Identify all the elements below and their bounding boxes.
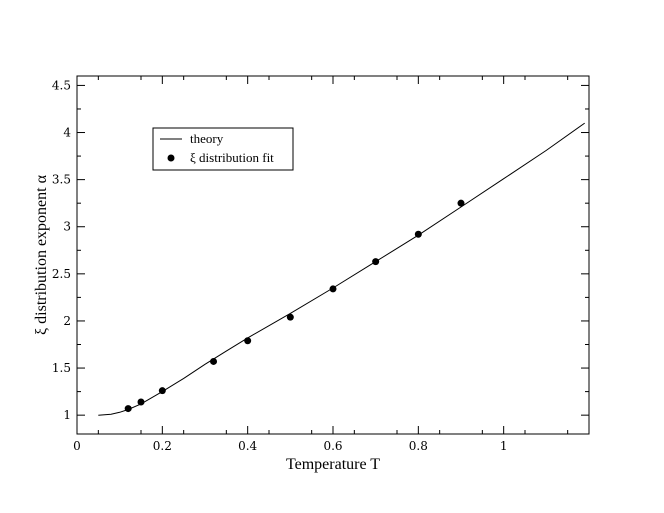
x-tick-label: 1	[500, 439, 508, 453]
fit-point	[137, 398, 145, 406]
legend-fit-label: ξ distribution fit	[190, 150, 274, 165]
legend-fit-swatch	[167, 154, 175, 162]
fit-point	[286, 313, 294, 321]
x-axis-title: Temperature T	[286, 456, 380, 473]
legend: theory ξ distribution fit	[152, 127, 294, 171]
fit-points	[124, 199, 465, 413]
fit-point	[329, 285, 337, 293]
legend-theory-label: theory	[190, 131, 224, 146]
fit-point	[210, 357, 218, 365]
tick-labels: 0 0.2 0.4 0.6 0.8 1 1 1.5 2 2.5 3 3.5 4 4.5	[52, 78, 508, 453]
x-tick-label: 0.2	[153, 439, 172, 453]
x-tick-label: 0	[73, 439, 81, 453]
y-tick-label: 2	[63, 314, 71, 328]
x-tick-label: 0.4	[238, 439, 257, 453]
fit-point	[158, 387, 166, 395]
y-axis-title: ξ distribution exponent α	[33, 174, 50, 335]
fit-point	[124, 405, 132, 413]
axis-ticks	[76, 76, 589, 434]
x-tick-label: 0.8	[409, 439, 428, 453]
y-tick-label: 4.5	[52, 78, 71, 92]
x-tick-label: 0.6	[323, 439, 342, 453]
legend-box	[152, 127, 294, 171]
y-tick-label: 1	[63, 408, 71, 422]
y-tick-label: 4	[63, 126, 71, 140]
y-tick-label: 2.5	[52, 267, 71, 281]
y-tick-label: 3	[63, 220, 71, 234]
fit-point	[244, 337, 252, 345]
y-tick-label: 3.5	[52, 173, 71, 187]
fit-point	[457, 199, 465, 207]
fit-point	[414, 230, 422, 238]
y-tick-label: 1.5	[52, 361, 71, 375]
fit-point	[372, 258, 380, 266]
